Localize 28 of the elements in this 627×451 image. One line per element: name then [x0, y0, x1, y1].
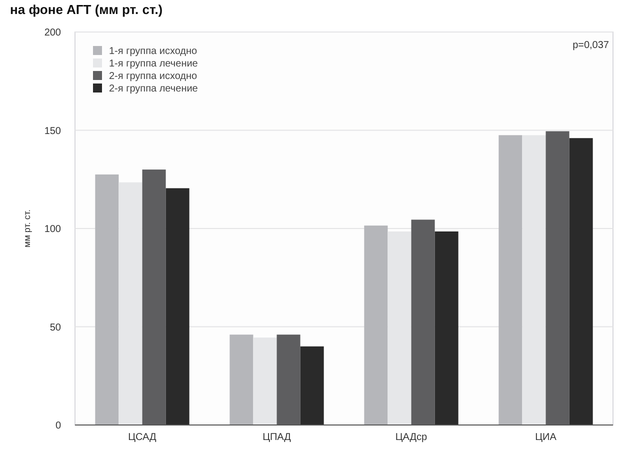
y-axis-title: мм рт. ст.: [22, 210, 32, 248]
y-tick-label: 150: [44, 126, 62, 137]
bar: [569, 138, 593, 425]
y-tick-label: 0: [55, 420, 62, 432]
y-tick-label: 100: [44, 224, 62, 235]
bar: [253, 338, 277, 425]
bar: [498, 135, 522, 425]
bar: [300, 346, 324, 425]
legend-label: 2-я группа лечение: [109, 84, 198, 94]
y-tick-label: 200: [44, 28, 62, 38]
bar: [230, 334, 254, 425]
bar: [434, 231, 458, 425]
chart-title: на фоне АГТ (мм рт. ст.): [10, 2, 163, 17]
bar: [118, 182, 142, 425]
legend-label: 2-я группа исходно: [109, 71, 198, 82]
annotation: p=0,037: [572, 40, 610, 51]
bar: [388, 231, 412, 425]
bar: [364, 226, 388, 425]
legend-label: 1-я группа исходно: [109, 46, 198, 57]
bar: [522, 135, 546, 425]
y-tick-label: 50: [50, 322, 62, 334]
bar: [166, 188, 190, 425]
bar: [95, 174, 119, 425]
x-tick-label: ЦИА: [535, 432, 557, 443]
legend-label: 1-я группа лечение: [109, 58, 198, 70]
x-tick-label: ЦСАД: [128, 432, 157, 443]
x-tick-label: ЦПАД: [262, 432, 292, 443]
x-tick-label: ЦАДср: [395, 432, 428, 443]
